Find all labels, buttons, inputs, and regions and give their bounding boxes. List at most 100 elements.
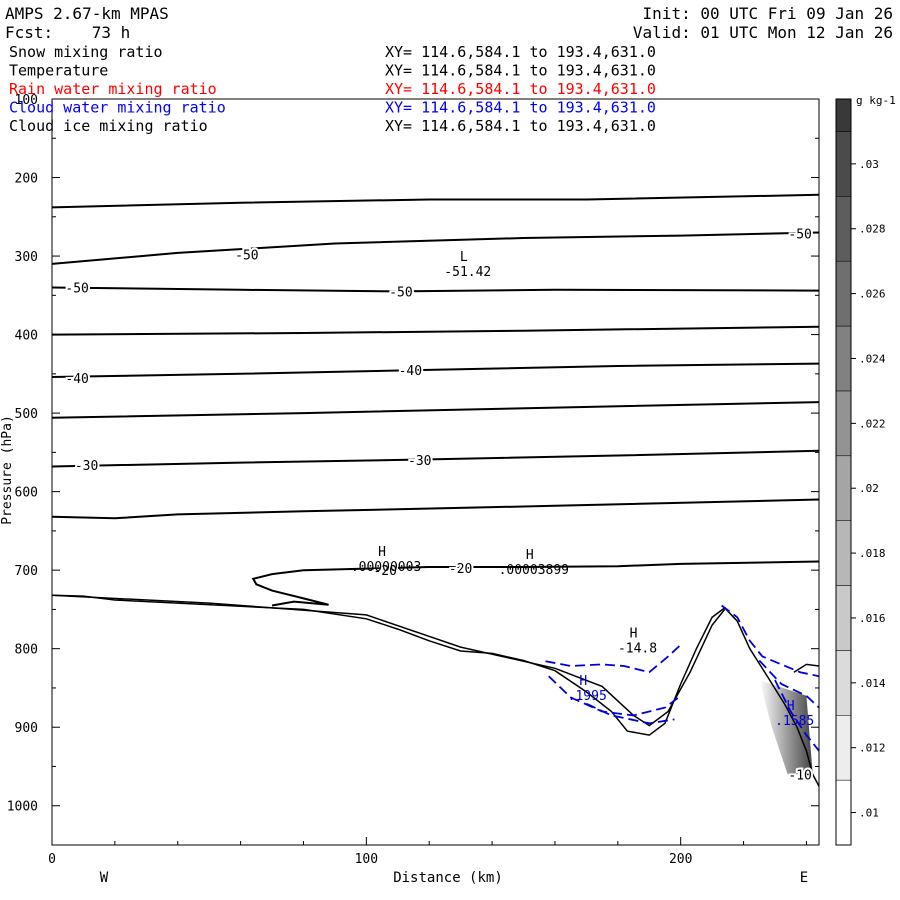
temperature-contour--20 xyxy=(251,560,820,607)
temperature-contour--45 xyxy=(51,325,820,336)
field-range: XY= 114.6,584.1 to 193.4,631.0 xyxy=(385,80,656,98)
extremum-marker: H xyxy=(526,548,534,563)
colorbar-swatch xyxy=(835,520,852,586)
colorbar-swatch xyxy=(835,779,852,846)
field-range: XY= 114.6,584.1 to 193.4,631.0 xyxy=(385,99,656,117)
temperature-contour--40 xyxy=(51,362,820,378)
extremum-marker: L xyxy=(460,250,468,265)
extremum-marker: H xyxy=(787,699,795,714)
y-tick-label: 500 xyxy=(15,407,38,422)
colorbar: .01 .012 .014 .016 .018 .02 .022 .024 .026 .028 .0… xyxy=(835,98,886,846)
extremum-marker: H xyxy=(630,627,638,642)
x-axis-label: Distance (km) xyxy=(393,870,503,886)
y-tick-label: 700 xyxy=(15,564,38,579)
colorbar-tick-label: .018 xyxy=(859,547,886,560)
colorbar-unit: g kg-1 xyxy=(856,94,896,107)
colorbar-swatch xyxy=(835,650,852,716)
temperature-label: -40 xyxy=(399,364,422,379)
temperature-label: -50 xyxy=(788,227,811,242)
forecast-hour: Fcst: 73 h xyxy=(5,23,130,42)
colorbar-swatch xyxy=(835,325,852,392)
cloud-water-contour xyxy=(774,679,820,752)
extremum-value: .1995 xyxy=(568,689,607,704)
temperature-label: -20 xyxy=(449,562,472,577)
cloud-water-contours xyxy=(545,604,820,752)
colorbar-tick-label: .028 xyxy=(859,223,886,236)
y-tick-label: 200 xyxy=(15,172,38,187)
colorbar-tick-label: .016 xyxy=(859,612,886,625)
valid-time: Valid: 01 UTC Mon 12 Jan 26 xyxy=(633,23,893,42)
direction-east: E xyxy=(800,870,808,886)
field-name: Temperature xyxy=(9,62,108,80)
temperature-label: -10 xyxy=(788,768,811,783)
y-tick-label: 400 xyxy=(15,329,38,344)
colorbar-swatch xyxy=(835,196,852,262)
colorbar-tick-label: .03 xyxy=(859,158,879,171)
extremum-marker: H xyxy=(579,674,587,689)
model-title: AMPS 2.67-km MPAS xyxy=(5,4,169,23)
y-axis-label: Pressure (hPa) xyxy=(0,415,15,525)
terrain-outline xyxy=(51,594,820,787)
y-tick-label: 300 xyxy=(15,250,38,265)
y-tick-label: 100 xyxy=(15,93,38,108)
colorbar-tick-label: .01 xyxy=(859,807,879,820)
field-name: Rain water mixing ratio xyxy=(9,80,217,98)
cloud-water-contour xyxy=(758,659,820,709)
temperature-contour--55 xyxy=(51,193,820,209)
temperature-contour--35 xyxy=(51,401,820,419)
field-name: Snow mixing ratio xyxy=(9,43,163,61)
temperature-label: -40 xyxy=(65,372,88,387)
field-legend: Snow mixing ratio XY= 114.6,584.1 to 193.… xyxy=(9,43,656,135)
x-tick-label: 100 xyxy=(355,852,378,867)
extremum-value: -14.8 xyxy=(618,642,657,657)
colorbar-swatch xyxy=(835,131,852,197)
field-range: XY= 114.6,584.1 to 193.4,631.0 xyxy=(385,117,656,135)
colorbar-swatch xyxy=(835,260,852,327)
colorbar-tick-label: .026 xyxy=(859,288,886,301)
plot-frame xyxy=(51,98,820,846)
extremum-marker: H xyxy=(378,545,386,560)
contour-labels: -50 -50 -50 -50 -40 -40 -30 -30 -20 -20 -10 xyxy=(63,225,813,785)
field-name: Cloud water mixing ratio xyxy=(9,99,226,117)
y-tick-label: 1000 xyxy=(7,800,38,815)
colorbar-frame xyxy=(835,98,852,846)
y-tick-label: 900 xyxy=(15,721,38,736)
colorbar-swatch xyxy=(835,390,852,457)
temperature-label: -50 xyxy=(65,281,88,296)
cloud-water-contour xyxy=(545,644,682,674)
colorbar-swatch xyxy=(835,98,852,132)
temperature-label: -50 xyxy=(235,248,258,263)
field-range: XY= 114.6,584.1 to 193.4,631.0 xyxy=(385,43,656,61)
colorbar-swatch xyxy=(835,715,852,781)
field-range: XY= 114.6,584.1 to 193.4,631.0 xyxy=(385,62,656,80)
extremum-value: .1585 xyxy=(775,714,814,729)
colorbar-tick-label: .022 xyxy=(859,417,886,430)
temperature-contour--25 xyxy=(51,498,820,520)
temperature-label: -20 xyxy=(373,564,396,579)
temperature-label: -30 xyxy=(75,459,98,474)
colorbar-tick-label: .014 xyxy=(859,677,886,690)
cloud-water-contour xyxy=(721,604,820,678)
direction-west: W xyxy=(100,870,109,886)
extremum-value: .00003899 xyxy=(499,563,569,578)
temperature-contours xyxy=(51,193,820,607)
extrema-labels: H.00000003H.00003899L-51.42H-14.8H.1995H… xyxy=(351,250,814,729)
colorbar-tick-label: .02 xyxy=(859,482,879,495)
colorbar-tick-label: .012 xyxy=(859,742,886,755)
y-tick-label: 800 xyxy=(15,643,38,658)
shading-patch xyxy=(759,680,813,775)
cloud-water-contour xyxy=(586,702,675,725)
terrain-line-inner xyxy=(51,594,726,727)
colorbar-swatch xyxy=(835,455,852,521)
temperature-label: -50 xyxy=(389,285,412,300)
temperature-label: -30 xyxy=(408,454,431,469)
init-time: Init: 00 UTC Fri 09 Jan 26 xyxy=(643,4,893,23)
temperature-contour--50 xyxy=(51,286,820,293)
plot-axes: 100 200 300 400 500 600 700 800 900 1000 0 100 200 xyxy=(7,93,820,867)
terrain-line xyxy=(51,594,820,787)
temperature-contour--50 xyxy=(51,231,820,265)
x-tick-label: 200 xyxy=(669,852,692,867)
field-name: Cloud ice mixing ratio xyxy=(9,117,208,135)
colorbar-swatch xyxy=(835,585,852,651)
terrain-east-cap xyxy=(793,663,820,673)
